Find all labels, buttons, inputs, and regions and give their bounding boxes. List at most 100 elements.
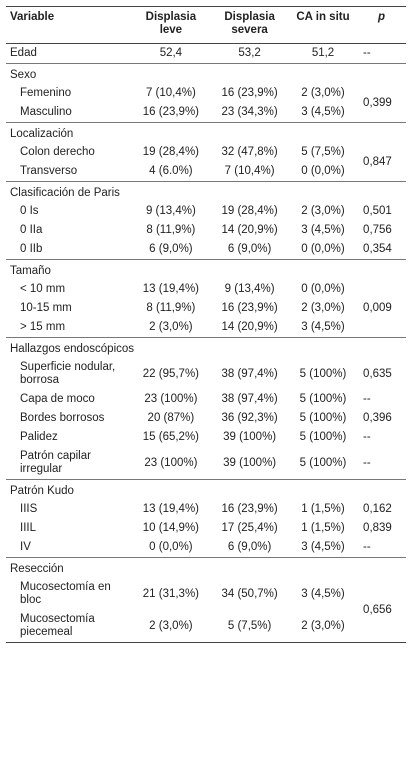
empty-cell — [357, 63, 406, 84]
value-cell: 2 (3,0%) — [149, 321, 193, 333]
table-row: 0 Is 9 (13,4%) 19 (28,4%) 2 (3,0%) 0,501 — [6, 202, 406, 221]
row-label: IV — [20, 541, 31, 553]
p-value: 0,501 — [363, 205, 392, 217]
value-cell: 9 (13,4%) — [145, 205, 196, 217]
p-value: -- — [363, 456, 371, 469]
table-row: IV 0 (0,0%) 6 (9,0%) 3 (4,5%) -- — [6, 538, 406, 558]
table-row: Palidez 15 (65,2%) 39 (100%) 5 (100%) -- — [6, 428, 406, 447]
header-row: Variable Displasia leve Displasia severa… — [6, 6, 406, 44]
p-value: -- — [363, 393, 371, 405]
value-cell: 5 (100%) — [299, 412, 347, 424]
row-label: Patrón capilar irregular — [20, 450, 91, 475]
table-row: Superficie nodular, borrosa 22 (95,7%) 38 … — [6, 358, 406, 390]
row-label: 0 IIa — [20, 224, 43, 236]
table-row: Capa de moco 23 (100%) 38 (97,4%) 5 (100%) -… — [6, 390, 406, 409]
value-cell: 38 (97,4%) — [221, 393, 278, 405]
row-label: Masculino — [20, 106, 72, 118]
header-cell: Displasia severa — [210, 6, 289, 44]
p-value: 0,162 — [363, 503, 392, 515]
value-cell: 3 (4,5%) — [301, 321, 345, 333]
group-title-row: Clasificación de Paris — [6, 181, 406, 202]
p-value: 0,839 — [363, 522, 392, 534]
row-label: Mucosectomía en bloc — [20, 581, 111, 606]
row-label: Mucosectomía piecemeal — [20, 613, 95, 638]
row-label: Superficie nodular, borrosa — [20, 361, 116, 386]
value-cell: 36 (92,3%) — [221, 412, 278, 424]
row-label: Femenino — [20, 87, 72, 99]
value-cell: 2 (3,0%) — [301, 302, 345, 314]
p-value: 0,396 — [363, 412, 392, 424]
table-body: Edad 52,4 53,2 51,2 -- Sexo Femenino 7 (10,4%) 1… — [6, 43, 406, 643]
table-row: Mucosectomía en bloc 21 (31,3%) 34 (50,7%)… — [6, 578, 406, 616]
value-cell: 16 (23,9%) — [142, 106, 200, 118]
header-cell: Displasia leve — [131, 6, 211, 44]
p-value: 0,354 — [363, 243, 392, 255]
row-label: IIIL — [20, 522, 36, 534]
header-cell: CA in situ — [288, 6, 358, 44]
p-value: -- — [357, 43, 406, 64]
value-cell: 9 (13,4%) — [224, 283, 275, 295]
p-value: 0,756 — [363, 224, 392, 236]
value-cell: 38 (97,4%) — [221, 367, 278, 380]
results-table: Variable Displasia leve Displasia severa… — [6, 6, 406, 643]
value-cell: 5 (100%) — [299, 456, 347, 469]
row-label: IIIS — [20, 503, 38, 515]
row-label: Capa de moco — [20, 393, 95, 405]
group-title: Resección — [6, 557, 358, 578]
empty-cell — [357, 122, 406, 143]
value-cell: 6 (9,0%) — [227, 541, 272, 553]
value-cell: 0 (0,0%) — [149, 541, 193, 553]
value-cell: 53,2 — [210, 43, 289, 64]
group-title: Sexo — [6, 63, 358, 84]
value-cell: 3 (4,5%) — [301, 541, 345, 553]
group-title-row: Patrón Kudo — [6, 479, 406, 500]
value-cell: 32 (47,8%) — [221, 146, 278, 158]
group-title: Localización — [6, 122, 358, 143]
row-label: Bordes borrosos — [20, 412, 105, 424]
value-cell: 19 (28,4%) — [142, 146, 200, 158]
p-value: 0,399 — [363, 96, 392, 109]
group-title: Clasificación de Paris — [6, 181, 358, 202]
value-cell: 3 (4,5%) — [301, 224, 345, 236]
group-title-row: Resección — [6, 557, 406, 578]
empty-cell — [357, 337, 406, 358]
value-cell: 2 (3,0%) — [301, 619, 345, 632]
value-cell: 21 (31,3%) — [142, 587, 200, 600]
empty-cell — [357, 479, 406, 500]
value-cell: 23 (34,3%) — [221, 106, 278, 118]
value-cell: 13 (19,4%) — [142, 503, 200, 515]
value-cell: 8 (11,9%) — [146, 302, 196, 314]
value-cell: 23 (100%) — [144, 456, 198, 469]
row-label: Palidez — [20, 431, 58, 443]
group-title: Tamaño — [6, 259, 358, 280]
value-cell: 1 (1,5%) — [301, 503, 345, 515]
page: Variable Displasia leve Displasia severa… — [0, 6, 414, 767]
value-cell: 3 (4,5%) — [301, 106, 345, 118]
p-value: -- — [363, 541, 371, 553]
table-row: Patrón capilar irregular 23 (100%) 39 (100… — [6, 447, 406, 480]
value-cell: 17 (25,4%) — [221, 522, 278, 534]
value-cell: 5 (7,5%) — [301, 146, 345, 158]
value-cell: 14 (20,9%) — [221, 224, 278, 236]
p-value: 0,635 — [363, 367, 392, 380]
table-row: Colon derecho 19 (28,4%) 32 (47,8%) 5 (7,5%… — [6, 143, 406, 168]
value-cell: 0 (0,0%) — [301, 243, 345, 255]
table-row: Transverso 4 (6.0%) 7 (10,4%) 0 (0,0%) — [6, 162, 406, 182]
table-row: 0 IIa 8 (11,9%) 14 (20,9%) 3 (4,5%) 0,756 — [6, 221, 406, 240]
group-title-row: Hallazgos endoscópicos — [6, 337, 406, 358]
empty-cell — [357, 181, 406, 202]
row-label: Colon derecho — [20, 146, 95, 158]
group-title: Patrón Kudo — [6, 479, 358, 500]
value-cell: 16 (23,9%) — [221, 302, 278, 314]
p-value: 0,009 — [363, 302, 392, 314]
value-cell: 1 (1,5%) — [301, 522, 345, 534]
value-cell: 22 (95,7%) — [142, 367, 200, 380]
value-cell: 16 (23,9%) — [221, 87, 278, 99]
value-cell: 23 (100%) — [144, 393, 198, 405]
value-cell: 34 (50,7%) — [221, 587, 278, 600]
empty-cell — [357, 557, 406, 578]
table-row: 0 IIb 6 (9,0%) 6 (9,0%) 0 (0,0%) 0,354 — [6, 240, 406, 260]
p-value: 0,656 — [363, 603, 392, 616]
group-title-row: Tamaño — [6, 259, 406, 280]
value-cell: 13 (19,4%) — [142, 283, 200, 295]
